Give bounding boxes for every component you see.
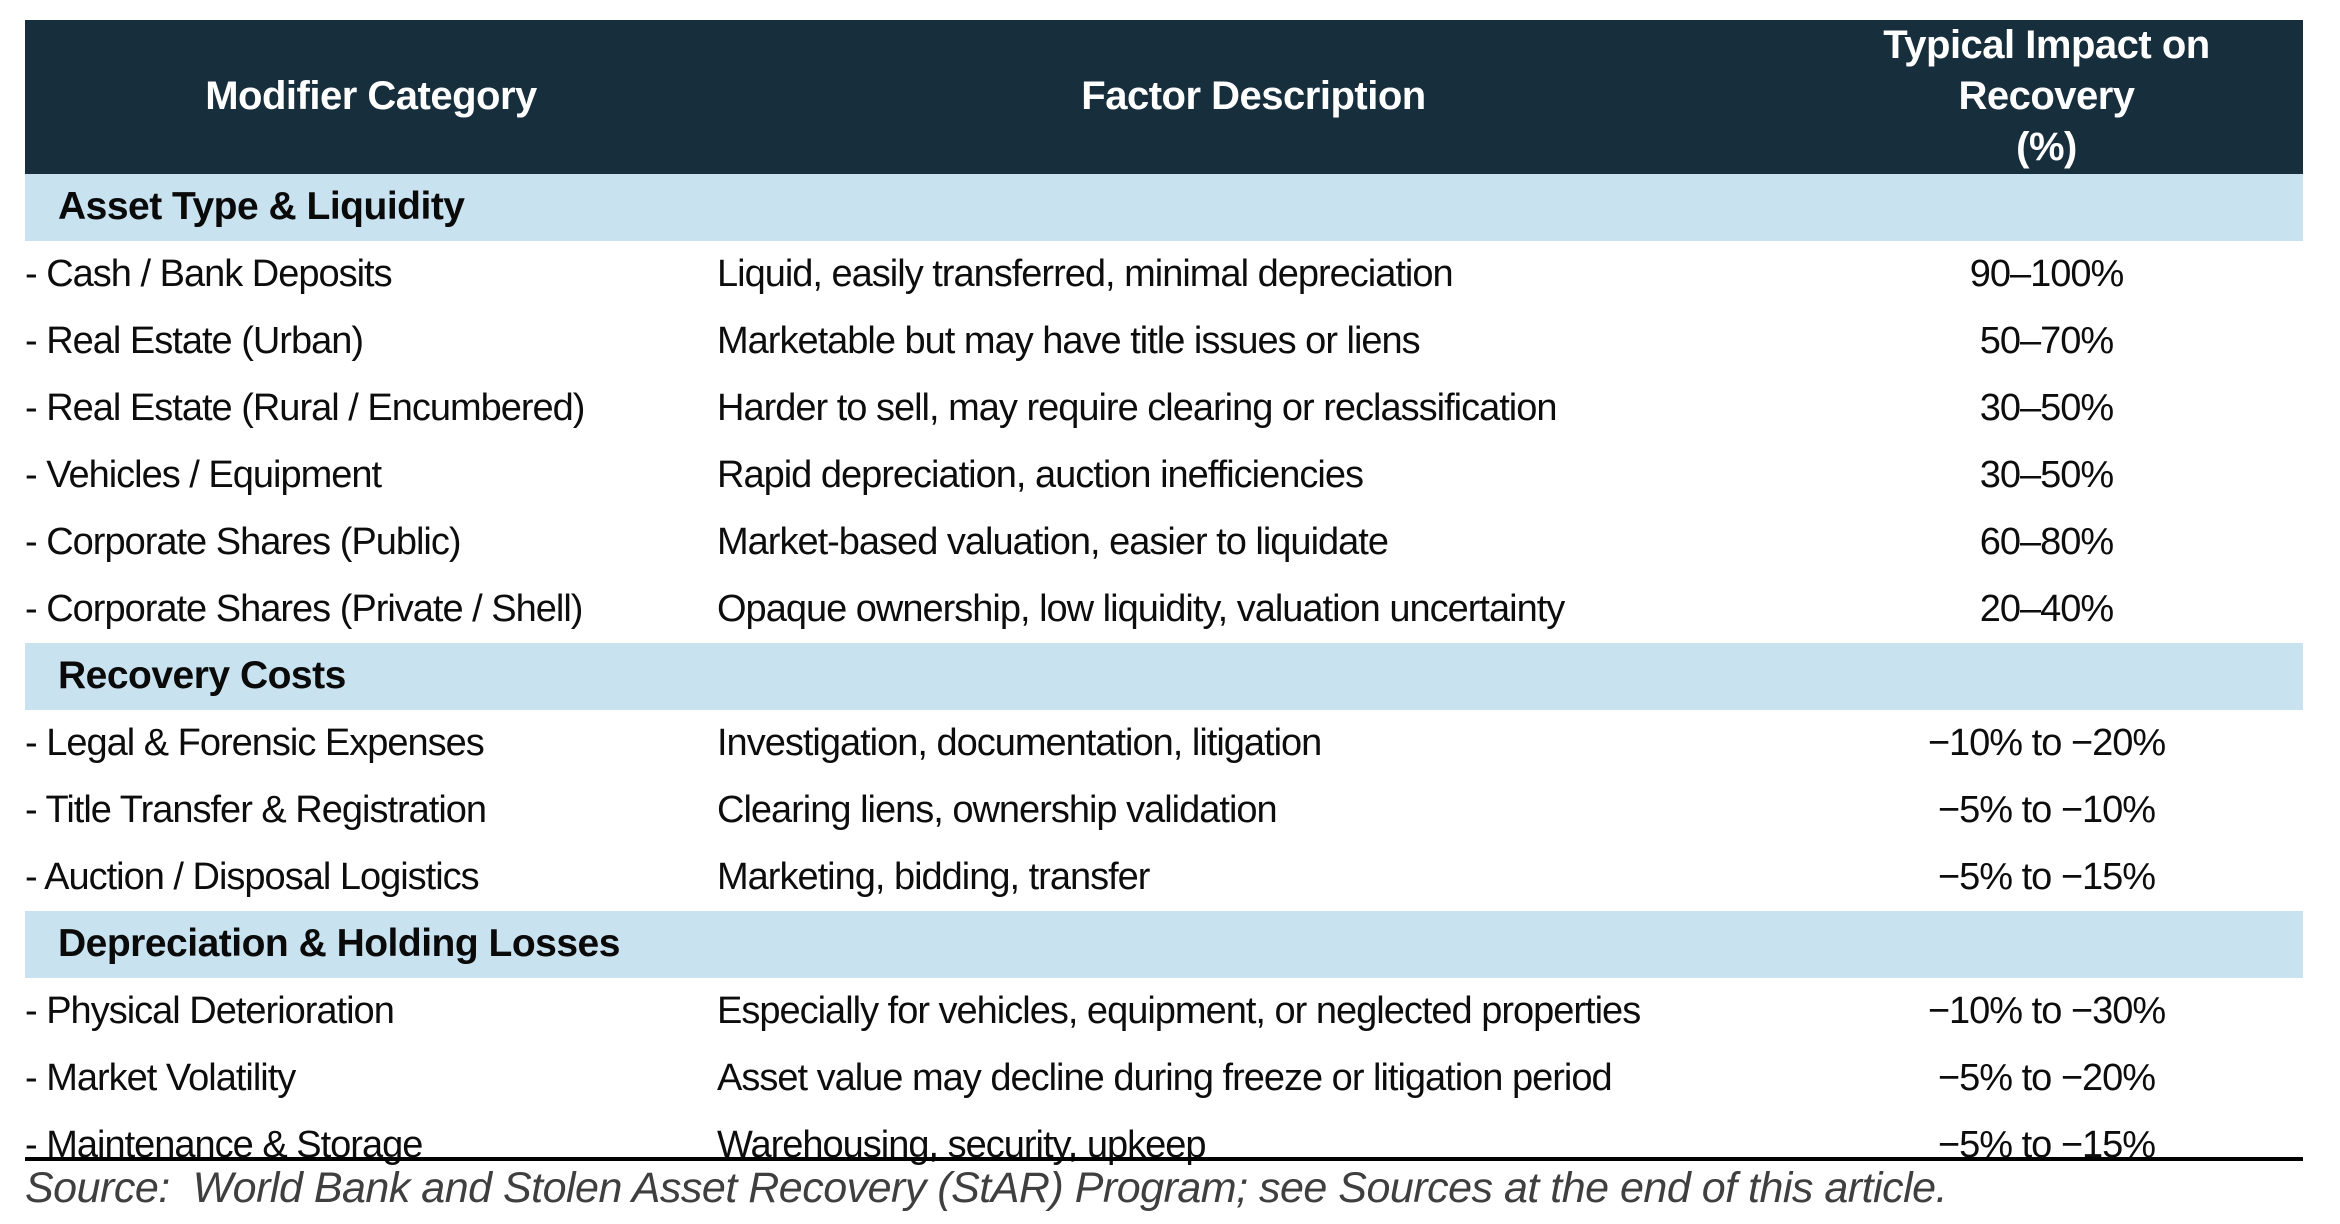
cell-impact: 20–40% bbox=[1979, 587, 2114, 630]
cell-category: - Legal & Forensic Expenses bbox=[25, 721, 485, 764]
cell-description: Opaque ownership, low liquidity, valuati… bbox=[717, 587, 1565, 630]
table-row: - Vehicles / Equipment Rapid depreciation… bbox=[25, 442, 2303, 509]
col-header-modifier-category: Modifier Category bbox=[25, 20, 717, 174]
table-row: - Auction / Disposal Logistics Marketing,… bbox=[25, 844, 2303, 911]
cell-category: - Corporate Shares (Public) bbox=[25, 520, 462, 563]
cell-impact: −5% to −10% bbox=[1937, 788, 2156, 831]
cell-description: Marketable but may have title issues or … bbox=[717, 319, 1421, 362]
table-row: - Corporate Shares (Public) Market-based … bbox=[25, 509, 2303, 576]
cell-impact: 60–80% bbox=[1979, 520, 2114, 563]
table-row: - Physical Deterioration Especially for v… bbox=[25, 978, 2303, 1045]
cell-category: - Physical Deterioration bbox=[25, 989, 395, 1032]
section-row: Depreciation & Holding Losses bbox=[25, 910, 2303, 978]
cell-category: - Title Transfer & Registration bbox=[25, 788, 487, 831]
cell-impact: −10% to −30% bbox=[1927, 989, 2166, 1032]
cell-impact: −10% to −20% bbox=[1927, 721, 2166, 764]
header-row: Modifier Category Factor Description Typ… bbox=[25, 20, 2303, 174]
table-row: - Market Volatility Asset value may decli… bbox=[25, 1045, 2303, 1112]
recovery-modifiers-table: Modifier Category Factor Description Typ… bbox=[25, 20, 2303, 1179]
cell-category: - Vehicles / Equipment bbox=[25, 453, 382, 496]
cell-category: - Cash / Bank Deposits bbox=[25, 252, 393, 295]
cell-impact: 30–50% bbox=[1979, 453, 2114, 496]
cell-impact: −5% to −15% bbox=[1937, 855, 2156, 898]
table-row: - Cash / Bank Deposits Liquid, easily tra… bbox=[25, 241, 2303, 308]
table-bottom-rule bbox=[25, 1157, 2303, 1161]
section-title: Depreciation & Holding Losses bbox=[25, 910, 2303, 978]
table-row: - Corporate Shares (Private / Shell) Opaq… bbox=[25, 576, 2303, 643]
cell-description: Asset value may decline during freeze or… bbox=[717, 1056, 1613, 1099]
col-header-factor-description: Factor Description bbox=[717, 20, 1790, 174]
cell-impact: 90–100% bbox=[1969, 252, 2125, 295]
cell-category: - Auction / Disposal Logistics bbox=[25, 855, 480, 898]
section-title: Recovery Costs bbox=[25, 642, 2303, 710]
table-row: - Legal & Forensic Expenses Investigation… bbox=[25, 710, 2303, 777]
cell-description: Market-based valuation, easier to liquid… bbox=[717, 520, 1389, 563]
cell-category: - Market Volatility bbox=[25, 1056, 296, 1099]
table-row: - Title Transfer & Registration Clearing … bbox=[25, 777, 2303, 844]
section-row: Asset Type & Liquidity bbox=[25, 173, 2303, 241]
cell-description: Investigation, documentation, litigation bbox=[717, 721, 1322, 764]
table-row: - Maintenance & Storage Warehousing, secu… bbox=[25, 1112, 2303, 1179]
cell-description: Rapid depreciation, auction inefficienci… bbox=[717, 453, 1364, 496]
cell-description: Clearing liens, ownership validation bbox=[717, 788, 1278, 831]
section-row: Recovery Costs bbox=[25, 642, 2303, 710]
cell-impact: 50–70% bbox=[1979, 319, 2114, 362]
cell-impact: −5% to −20% bbox=[1937, 1056, 2156, 1099]
cell-category: - Corporate Shares (Private / Shell) bbox=[25, 587, 583, 630]
col-header-typical-impact-line2: (%) bbox=[2016, 125, 2077, 170]
cell-description: Especially for vehicles, equipment, or n… bbox=[717, 989, 1641, 1032]
col-header-typical-impact: Typical Impact on Recovery (%) bbox=[1790, 20, 2303, 174]
cell-description: Harder to sell, may require clearing or … bbox=[717, 386, 1557, 429]
cell-category: - Real Estate (Rural / Encumbered) bbox=[25, 386, 585, 429]
table-row: - Real Estate (Urban) Marketable but may … bbox=[25, 308, 2303, 375]
cell-description: Liquid, easily transferred, minimal depr… bbox=[717, 252, 1454, 295]
section-title: Asset Type & Liquidity bbox=[25, 173, 2303, 241]
cell-category: - Real Estate (Urban) bbox=[25, 319, 364, 362]
col-header-typical-impact-line1: Typical Impact on Recovery bbox=[1883, 23, 2210, 119]
cell-description: Marketing, bidding, transfer bbox=[717, 855, 1150, 898]
table-row: - Real Estate (Rural / Encumbered) Harder… bbox=[25, 375, 2303, 442]
source-note: Source: World Bank and Stolen Asset Reco… bbox=[25, 1164, 1948, 1212]
cell-impact: 30–50% bbox=[1979, 386, 2114, 429]
